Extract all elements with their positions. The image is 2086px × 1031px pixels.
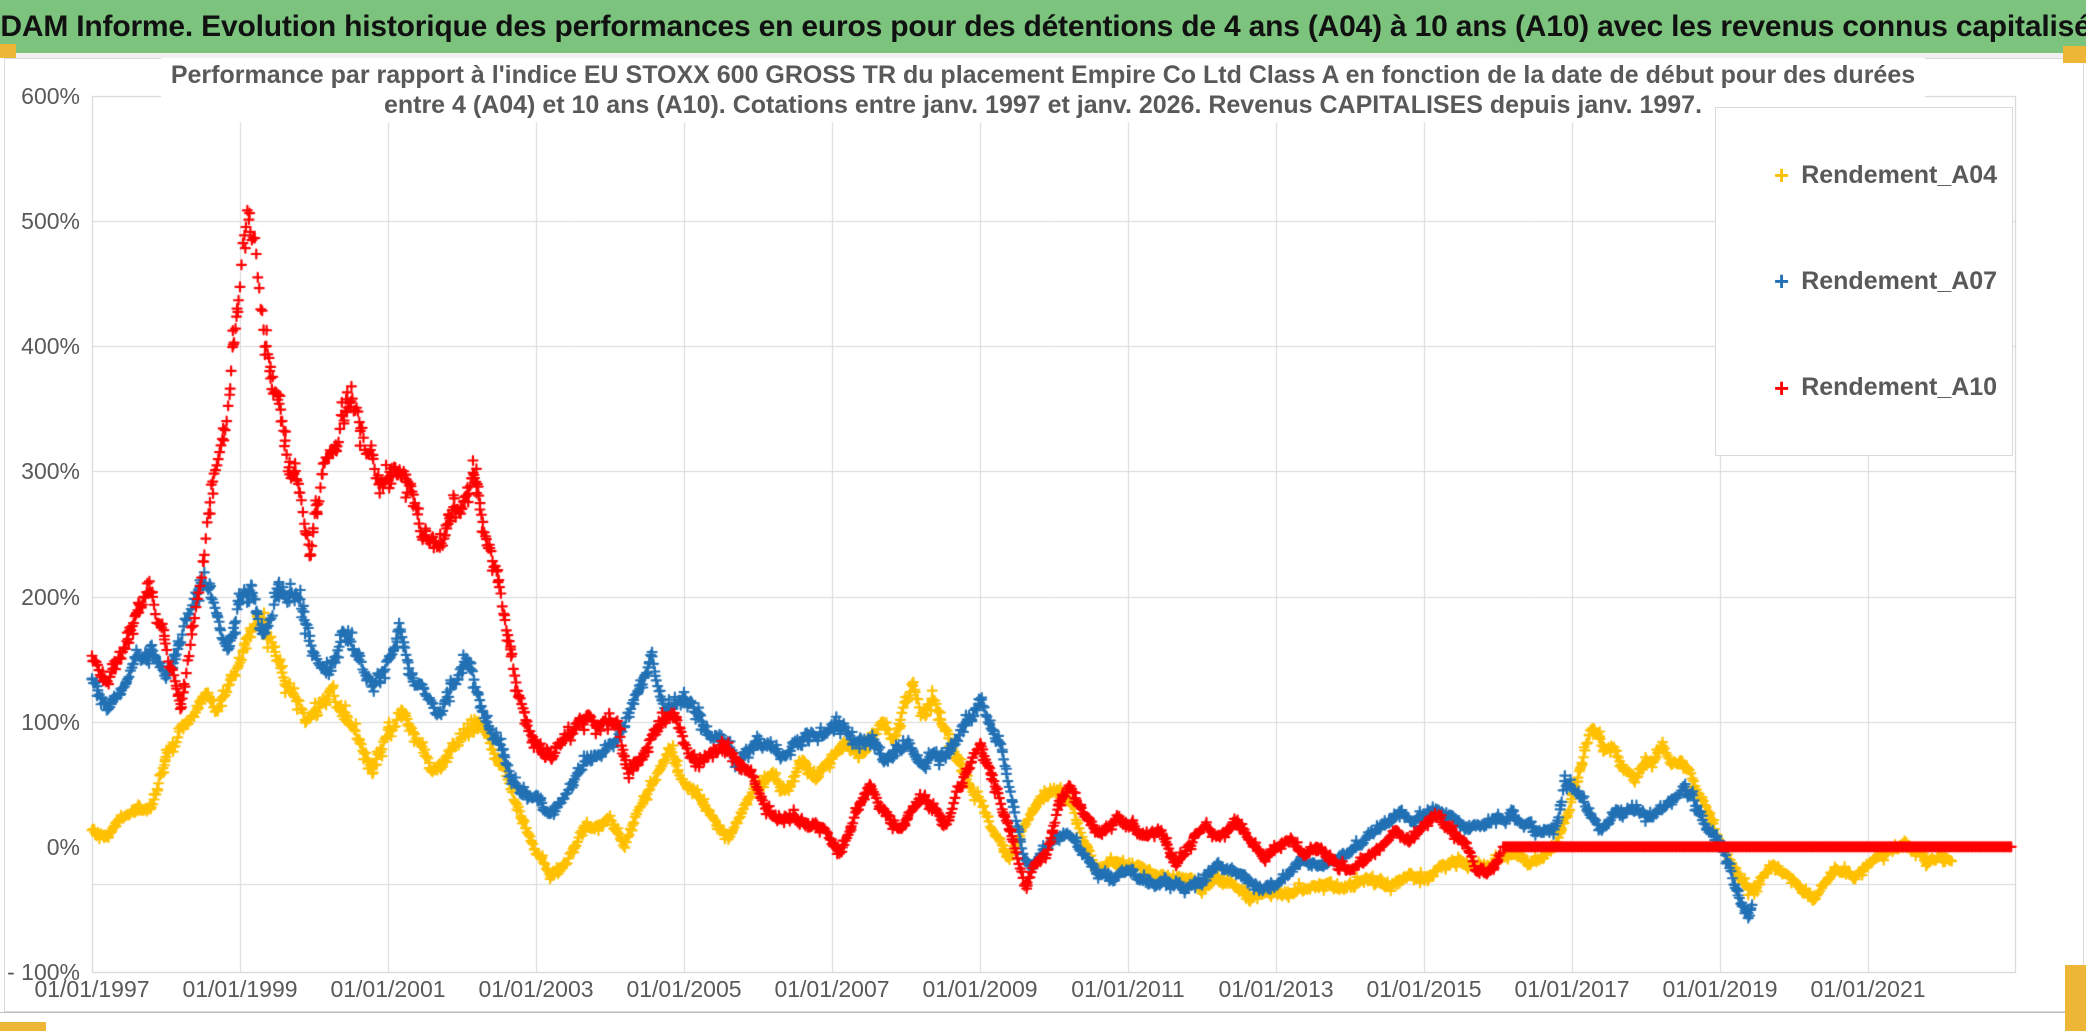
plus-marker-icon: + xyxy=(1774,266,1790,297)
y-tick-label: 500% xyxy=(21,208,80,235)
chart-title-line2: entre 4 (A04) et 10 ans (A10). Cotations… xyxy=(383,91,1703,119)
x-tick-label: 01/01/2007 xyxy=(774,976,890,1002)
plus-marker-icon: + xyxy=(1774,372,1790,403)
y-tick-label: 600% xyxy=(21,83,80,110)
x-tick-label: 01/01/1999 xyxy=(182,976,298,1002)
x-tick-label: 01/01/2005 xyxy=(626,976,742,1002)
x-tick-label: 01/01/2015 xyxy=(1366,976,1482,1002)
legend-label: Rendement_A10 xyxy=(1801,373,1998,402)
x-tick-label: 01/01/2009 xyxy=(922,976,1038,1002)
x-tick-label: 01/01/2021 xyxy=(1810,976,1926,1002)
x-tick-label: 01/01/1997 xyxy=(34,976,150,1002)
y-tick-label: 300% xyxy=(21,458,80,485)
plus-marker-icon: + xyxy=(1774,160,1790,191)
y-tick-label: 0% xyxy=(46,833,80,860)
x-tick-label: 01/01/2003 xyxy=(478,976,594,1002)
accent-square-bottom-left xyxy=(0,1022,46,1031)
accent-square-top-right xyxy=(2063,46,2086,63)
accent-bar-bottom-right xyxy=(2065,965,2086,1031)
accent-square-top-left xyxy=(0,44,16,58)
y-tick-label: 400% xyxy=(21,333,80,360)
chart-legend: + Rendement_A04 + Rendement_A07 + Rendem… xyxy=(1715,107,2013,456)
x-tick-label: 01/01/2001 xyxy=(330,976,446,1002)
chart-title-line1: Performance par rapport à l'indice EU ST… xyxy=(170,61,1916,89)
x-tick-label: 01/01/2017 xyxy=(1514,976,1630,1002)
bottom-divider xyxy=(0,1012,2086,1013)
legend-item-a10[interactable]: + Rendement_A10 xyxy=(1716,373,2012,402)
x-tick-label: 01/01/2011 xyxy=(1071,976,1185,1002)
legend-item-a04[interactable]: + Rendement_A04 xyxy=(1716,161,2012,190)
chart-title: Performance par rapport à l'indice EU ST… xyxy=(160,58,1926,122)
y-tick-label: 200% xyxy=(21,583,80,610)
x-tick-label: 01/01/2013 xyxy=(1218,976,1334,1002)
legend-label: Rendement_A07 xyxy=(1801,266,1998,295)
legend-label: Rendement_A04 xyxy=(1801,160,1998,189)
y-tick-label: 100% xyxy=(21,708,80,735)
x-tick-label: 01/01/2019 xyxy=(1662,976,1778,1002)
y-tick-label: - 100% xyxy=(7,958,80,985)
legend-item-a07[interactable]: + Rendement_A07 xyxy=(1716,267,2012,296)
